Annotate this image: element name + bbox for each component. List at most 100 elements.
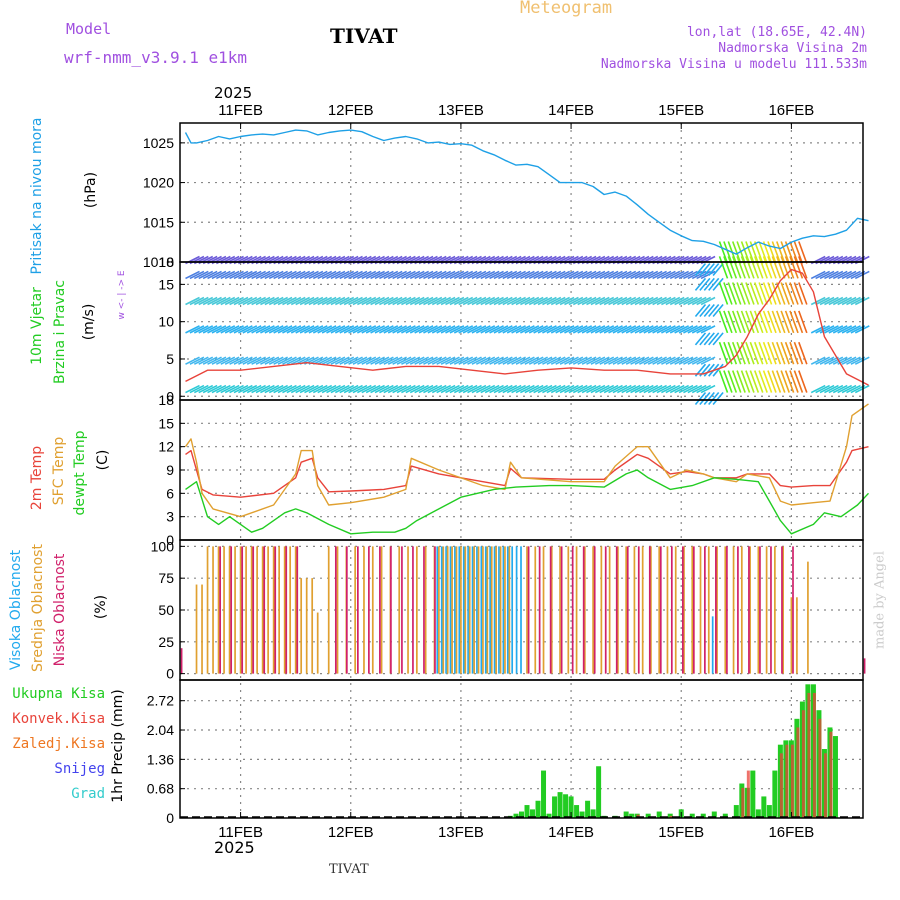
wind-barb [379, 356, 394, 365]
wind-barb [251, 384, 266, 394]
wind-barb [348, 384, 363, 394]
wind-barb [652, 384, 667, 394]
wind-barb [749, 341, 760, 365]
wind-barb [683, 356, 698, 365]
wind-barb [546, 384, 562, 394]
wind-barb [762, 282, 773, 305]
wind-barb [762, 370, 773, 393]
y-tick-label: 10 [158, 314, 174, 330]
wind-barb [736, 256, 746, 279]
wind-barb [511, 356, 526, 365]
wind-barb [431, 296, 447, 306]
wind-barb [731, 256, 742, 279]
pressure-ylabel: Pritisak na nivou mora [29, 117, 45, 275]
wind-barb [815, 356, 830, 365]
wind-barb [215, 356, 231, 365]
wind-barb [317, 270, 333, 280]
wind-barb [661, 325, 676, 334]
wind-barb [647, 296, 663, 306]
wind-barb [198, 270, 214, 280]
wind-barb [731, 241, 742, 264]
series-line [184, 403, 869, 518]
wind-barb [647, 325, 663, 334]
wind-barb [511, 325, 526, 334]
wind-barb [207, 270, 222, 280]
wind-barb [396, 384, 412, 394]
precip-bar [785, 744, 789, 818]
wind-barb [220, 325, 236, 334]
wind-barb [255, 384, 271, 394]
x-tick-label-bottom: 13FEB [438, 824, 484, 841]
wind-barb [542, 270, 557, 280]
wind-barb [273, 296, 288, 306]
sfctemp-ylabel: SFC Temp [51, 436, 67, 506]
wind-barb [238, 384, 253, 394]
wind-barb [453, 325, 469, 334]
wind-barb [365, 384, 381, 394]
wind-barb [687, 296, 703, 306]
wind-barb [211, 270, 227, 280]
wind-barb [708, 262, 720, 277]
wind-barb [308, 270, 324, 280]
wind-barb [440, 296, 456, 306]
precip-bar [656, 811, 662, 818]
wind-barb [616, 296, 632, 306]
wind-barb [643, 296, 659, 306]
wind-barb [489, 270, 504, 280]
wind-barb [639, 270, 654, 280]
wind-barb [712, 332, 724, 346]
wind-barb [691, 270, 707, 280]
precip-bar [546, 813, 552, 818]
wind-barb [383, 384, 399, 394]
wind-barb [723, 310, 733, 334]
x-tick-label-bottom: 15FEB [658, 824, 704, 841]
x-tick-label-top: 15FEB [658, 102, 704, 119]
wind-barb [431, 356, 447, 365]
wind-barb [612, 356, 628, 365]
wind-barb [268, 384, 284, 394]
wind-barb [220, 384, 236, 394]
wind-barb [546, 270, 562, 280]
wind-barb [771, 282, 782, 305]
wind-barb [475, 325, 491, 334]
wind-barb [678, 296, 694, 306]
wind-barb [462, 356, 478, 365]
wind-barb [251, 296, 266, 306]
wind-barb [740, 282, 751, 305]
wind-barb [431, 325, 447, 334]
top-year-label: 2025 [214, 84, 253, 102]
wind-barb [312, 384, 328, 394]
y-tick-label: 15 [158, 415, 174, 431]
wind-barb [594, 384, 610, 394]
wind-barb [436, 270, 452, 280]
wind-barb [665, 384, 681, 394]
wind-barb [780, 341, 790, 365]
elevation-label: Nadmorska Visina 2m [718, 41, 867, 56]
wind-barb [789, 241, 799, 264]
wind-barb [789, 370, 799, 393]
wind-barb [524, 325, 540, 334]
wind-barb [771, 256, 782, 279]
wind-barb [793, 256, 804, 279]
wind-barb [383, 325, 399, 334]
wind-barb [599, 356, 615, 365]
wind-barb [590, 356, 606, 365]
wind-barb [198, 325, 214, 334]
wind-barb [268, 296, 284, 306]
wind-barb [361, 384, 377, 394]
wind-barb [352, 356, 368, 365]
wind-barb [255, 270, 271, 280]
wind-barb [520, 356, 535, 365]
wind-barb [352, 384, 368, 394]
wind-barb [537, 356, 553, 365]
y-tick-label: 25 [158, 634, 174, 650]
wind-barb [784, 256, 795, 279]
wind-barb [572, 325, 588, 334]
wind-barb [242, 296, 258, 306]
precip-bar [585, 800, 591, 818]
wind-barb [185, 325, 200, 334]
wind-barb [533, 384, 548, 394]
wind-barb [630, 325, 645, 334]
wind-barb [727, 370, 738, 393]
wind-barb [767, 341, 777, 365]
